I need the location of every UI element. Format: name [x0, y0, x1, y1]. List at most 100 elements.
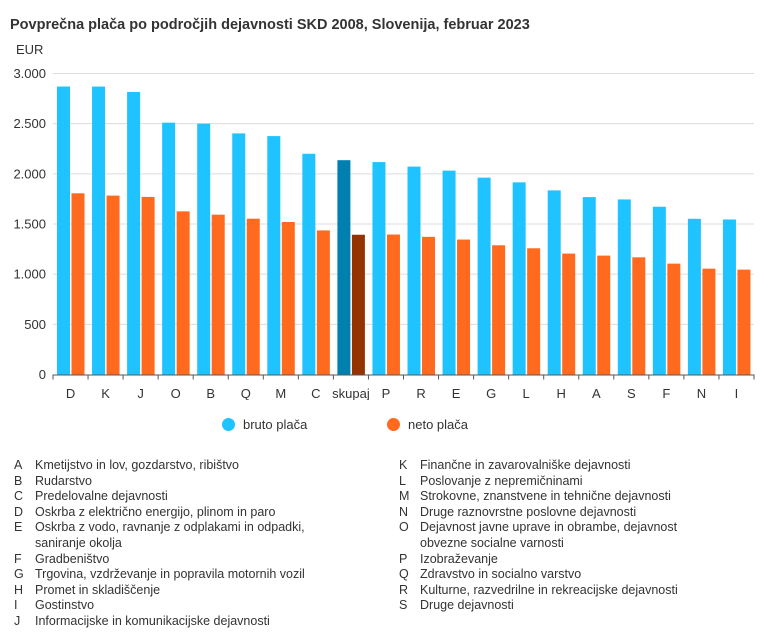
y-tick-label: 500 — [24, 317, 46, 332]
bar-neto-B — [211, 214, 225, 375]
legend-marker-bruto-icon — [222, 418, 235, 431]
bar-neto-R — [422, 236, 435, 375]
x-tick-label: A — [592, 386, 601, 400]
note-text: Dejavnost javne uprave in obrambe, dejav… — [420, 520, 678, 550]
legend-label-bruto: bruto plača — [243, 417, 308, 432]
bar-neto-F — [667, 263, 681, 375]
note-text: Gradbeništvo — [35, 551, 110, 566]
bar-neto-M — [281, 221, 295, 375]
note-text: Gostinstvo — [35, 598, 95, 613]
note-row: R Kulturne, razvedrilne in rekreacijske d… — [399, 583, 678, 599]
note-row: O Dejavnost javne uprave in obrambe, deja… — [399, 520, 678, 551]
note-text: Informacijske in komunikacijske dejavnos… — [35, 613, 270, 628]
bar-bruto-I — [722, 219, 736, 375]
x-tick-label: N — [697, 386, 706, 400]
note-text: Oskrba z vodo, ravnanje z odplakami in o… — [35, 520, 305, 550]
note-row: M Strokovne, znanstvene in tehnične dejav… — [399, 489, 678, 505]
note-code: R — [399, 582, 409, 597]
x-tick-label: C — [311, 386, 320, 400]
x-tick-label: R — [416, 386, 425, 400]
note-text: Izobraževanje — [420, 551, 498, 566]
note-row: H Promet in skladiščenje — [14, 583, 305, 599]
bar-neto-Q — [246, 218, 260, 375]
bar-bruto-P — [372, 162, 386, 375]
y-tick-label: 1.000 — [13, 267, 46, 282]
y-tick-label: 1.500 — [13, 217, 46, 232]
chart-title: Povprečna plača po področjih dejavnosti … — [10, 17, 530, 33]
x-tick-label: I — [735, 386, 739, 400]
note-row: E Oskrba z vodo, ravnanje z odplakami in … — [14, 520, 305, 551]
note-code: F — [14, 551, 22, 566]
bar-neto-J — [141, 196, 155, 375]
note-row: Q Zdravstvo in socialno varstvo — [399, 567, 678, 583]
bar-neto-H — [562, 253, 576, 375]
legend-label-neto: neto plača — [408, 417, 468, 432]
note-text: Predelovalne dejavnosti — [35, 489, 168, 504]
note-row: S Druge dejavnosti — [399, 598, 678, 614]
bar-bruto-D — [57, 86, 70, 375]
y-tick-label: 2.500 — [13, 116, 46, 131]
bar-bruto-A — [582, 197, 596, 375]
legend-item-bruto[interactable]: bruto plača — [222, 417, 307, 432]
x-tick-label: F — [662, 386, 670, 400]
note-row: B Rudarstvo — [14, 474, 305, 490]
legend-item-neto[interactable]: neto plača — [387, 417, 468, 432]
x-tick-label: Q — [241, 386, 251, 400]
bar-bruto-C — [302, 153, 316, 375]
note-code: L — [399, 473, 406, 488]
x-tick-label: E — [452, 386, 461, 400]
bar-bruto-Q — [232, 133, 246, 375]
bar-bruto-B — [197, 123, 211, 375]
note-text: Kmetijstvo in lov, gozdarstvo, ribištvo — [35, 458, 240, 472]
note-row: L Poslovanje z nepremičninami — [399, 474, 678, 490]
note-text: Oskrba z električno energijo, plinom in … — [35, 504, 276, 519]
bars — [57, 86, 751, 375]
gridlines — [53, 73, 754, 325]
note-code: I — [14, 598, 18, 613]
note-code: S — [399, 598, 408, 613]
bar-neto-P — [386, 234, 400, 375]
x-tick-label: J — [137, 386, 144, 400]
bar-bruto-E — [442, 170, 456, 375]
note-code: O — [399, 520, 409, 535]
x-tick-label: B — [206, 386, 215, 400]
bar-bruto-F — [652, 206, 666, 375]
note-row: F Gradbeništvo — [14, 552, 305, 568]
note-text: Druge dejavnosti — [420, 598, 514, 613]
bar-neto-L — [527, 248, 541, 375]
note-text: Promet in skladiščenje — [35, 582, 161, 597]
legend: bruto plača neto plača — [0, 417, 772, 437]
x-tick-label: G — [486, 386, 496, 400]
x-tick-label: O — [171, 386, 181, 400]
note-text: Trgovina, vzdrževanje in popravila motor… — [35, 567, 305, 582]
bar-neto-K — [106, 195, 120, 375]
x-tick-label: M — [275, 386, 286, 400]
x-tick-label: D — [66, 386, 75, 400]
note-text: Finančne in zavarovalniške dejavnosti — [420, 458, 631, 472]
note-text: Zdravstvo in socialno varstvo — [420, 567, 582, 582]
note-row: A Kmetijstvo in lov, gozdarstvo, ribištvo — [14, 458, 305, 474]
bar-bruto-S — [617, 199, 631, 375]
note-row: G Trgovina, vzdrževanje in popravila moto… — [14, 567, 305, 583]
bar-bruto-M — [267, 136, 281, 375]
bar-neto-E — [457, 239, 471, 375]
bar-bruto-R — [407, 166, 421, 375]
bar-bruto-L — [512, 182, 526, 375]
note-code: J — [14, 613, 21, 628]
legend-marker-neto-icon — [387, 418, 400, 431]
bar-bruto-K — [92, 86, 106, 375]
note-text: Strokovne, znanstvene in tehnične dejavn… — [420, 489, 671, 504]
note-code: G — [14, 567, 24, 582]
bar-neto-D — [71, 193, 85, 375]
note-text: Kulturne, razvedrilne in rekreacijske de… — [420, 582, 678, 597]
note-row: P Izobraževanje — [399, 552, 678, 568]
bar-neto-I — [737, 269, 751, 375]
y-axis-unit-label: EUR — [16, 42, 44, 57]
note-code: P — [399, 551, 408, 566]
note-code: M — [399, 489, 410, 504]
bar-bruto-H — [547, 190, 561, 375]
note-code: E — [14, 520, 23, 535]
x-tick-label: P — [382, 386, 391, 400]
bar-bruto-G — [477, 177, 491, 375]
